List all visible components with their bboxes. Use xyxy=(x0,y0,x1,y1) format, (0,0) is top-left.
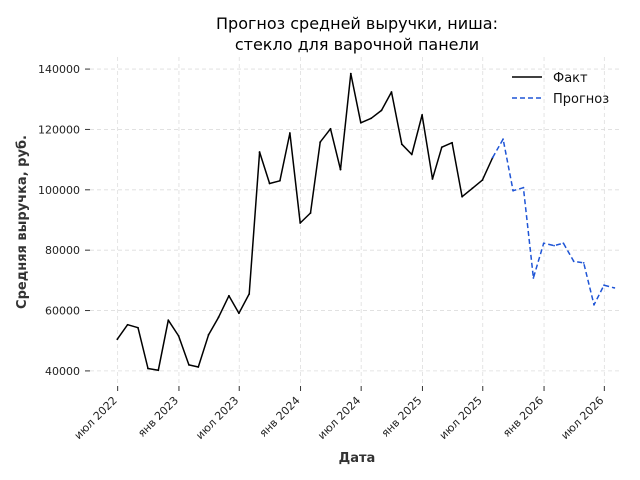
data-point xyxy=(238,312,240,315)
data-point xyxy=(359,121,362,124)
x-tick-label: июл 2022 xyxy=(72,394,120,442)
data-point xyxy=(217,316,220,319)
data-point xyxy=(553,244,555,247)
grid xyxy=(90,57,622,386)
data-point xyxy=(512,189,514,192)
data-point xyxy=(491,156,494,159)
y-tick-label: 120000 xyxy=(38,123,80,136)
x-axis-ticks: июл 2022 янв 2023 июл 2023 янв 2024 июл 2024… xyxy=(72,386,606,442)
x-tick-label: янв 2024 xyxy=(257,394,303,440)
data-point xyxy=(197,366,200,368)
x-axis-label: Дата xyxy=(339,451,376,466)
x-tick-label: июл 2026 xyxy=(558,394,606,442)
series-lines xyxy=(116,72,616,372)
data-point xyxy=(390,91,393,93)
data-point xyxy=(126,323,129,326)
legend-label-fact: Факт xyxy=(553,71,588,86)
data-point xyxy=(268,182,271,185)
data-point xyxy=(147,367,149,370)
legend: Факт Прогноз xyxy=(512,71,609,107)
y-tick-label: 140000 xyxy=(38,63,80,76)
series-line-fact xyxy=(116,72,494,372)
data-point xyxy=(522,186,525,189)
data-point xyxy=(349,72,352,75)
chart-title-line-2: стекло для варочной панели xyxy=(235,35,479,54)
data-point xyxy=(167,319,170,322)
y-tick-label: 60000 xyxy=(45,305,80,318)
data-point xyxy=(562,242,565,245)
data-point xyxy=(440,146,443,149)
data-point xyxy=(431,178,434,180)
x-tick-label: янв 2026 xyxy=(500,394,546,440)
y-tick-label: 80000 xyxy=(45,244,80,257)
x-tick-label: июл 2024 xyxy=(315,394,363,442)
data-point xyxy=(319,141,322,144)
chart-title-line-1: Прогноз средней выручки, ниша: xyxy=(216,14,498,33)
data-point xyxy=(582,261,585,264)
data-point xyxy=(613,287,616,289)
data-point xyxy=(137,326,139,329)
data-point xyxy=(593,303,595,306)
data-point xyxy=(228,294,230,297)
data-point xyxy=(278,179,281,182)
data-point xyxy=(157,369,160,372)
data-point xyxy=(471,187,474,190)
data-point xyxy=(339,168,342,171)
data-point xyxy=(370,117,373,120)
x-tick-label: янв 2023 xyxy=(135,394,181,440)
x-tick-label: янв 2025 xyxy=(379,394,425,440)
x-tick-label: июл 2025 xyxy=(437,394,485,442)
legend-label-forecast: Прогноз xyxy=(553,92,609,107)
data-point xyxy=(188,363,190,366)
data-point xyxy=(116,338,119,341)
data-point xyxy=(421,114,424,116)
data-point xyxy=(481,179,484,182)
data-point xyxy=(177,334,180,337)
series-line-forecast xyxy=(492,138,615,306)
data-point xyxy=(502,138,504,140)
data-point xyxy=(603,284,605,287)
data-point xyxy=(299,222,302,224)
y-axis-label: Средняя выручка, руб. xyxy=(15,135,30,309)
data-point xyxy=(248,293,251,295)
y-tick-label: 40000 xyxy=(45,365,80,378)
data-point xyxy=(451,141,454,144)
data-point xyxy=(258,151,261,153)
data-point xyxy=(542,242,545,245)
y-axis-ticks: 40000 60000 80000 100000 120000 140000 xyxy=(38,63,90,378)
x-tick-label: июл 2023 xyxy=(193,394,241,442)
data-point xyxy=(410,153,413,156)
data-point xyxy=(288,132,291,134)
data-point xyxy=(400,143,403,146)
data-point xyxy=(380,109,383,112)
data-point xyxy=(207,333,210,336)
data-point xyxy=(309,212,312,214)
y-tick-label: 100000 xyxy=(38,184,80,197)
data-point xyxy=(461,195,464,198)
data-point xyxy=(572,260,575,263)
data-point xyxy=(329,127,332,130)
data-point xyxy=(532,277,535,279)
